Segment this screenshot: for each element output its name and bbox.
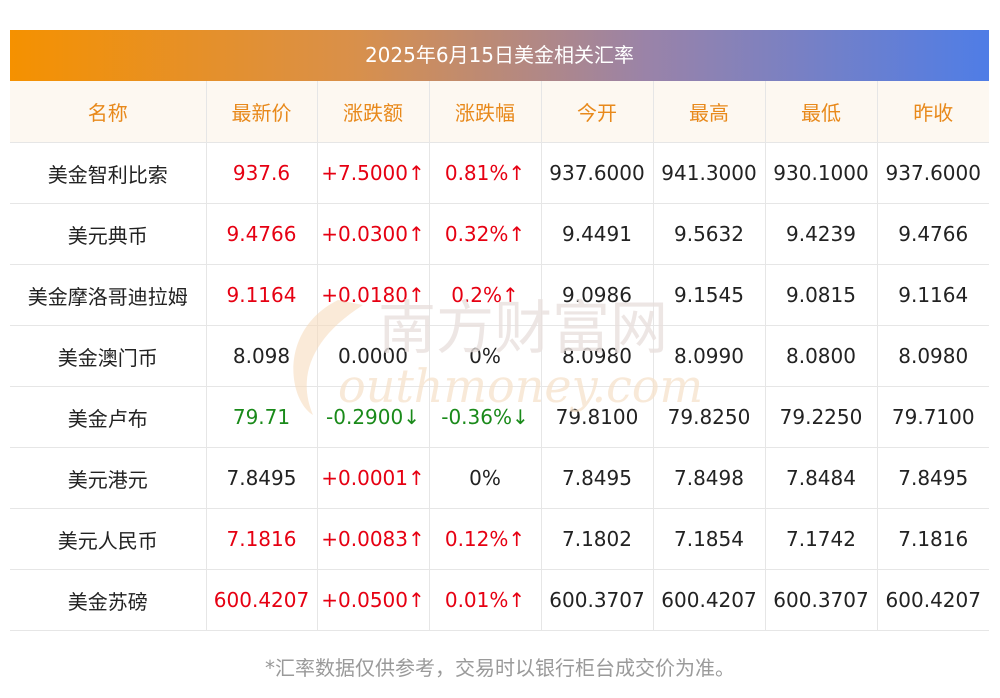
cell-prev: 9.4766 <box>877 203 989 265</box>
cell-prev: 8.0980 <box>877 325 989 387</box>
col-header-change: 涨跌额 <box>317 81 430 143</box>
cell-prev: 7.1816 <box>877 508 989 570</box>
cell-change: -0.2900↓ <box>317 386 430 448</box>
cell-name: 美金苏磅 <box>10 569 207 631</box>
cell-latest: 9.4766 <box>206 203 318 265</box>
cell-open: 9.0986 <box>541 264 654 326</box>
cell-latest: 8.098 <box>206 325 318 387</box>
cell-high: 9.1545 <box>653 264 766 326</box>
table-row: 美金澳门币 8.098 0.0000 0% 8.0980 8.0990 8.0800 8.09… <box>10 325 989 387</box>
cell-high: 7.8498 <box>653 447 766 509</box>
cell-latest: 7.8495 <box>206 447 318 509</box>
cell-latest: 600.4207 <box>206 569 318 631</box>
cell-high: 79.8250 <box>653 386 766 448</box>
cell-high: 7.1854 <box>653 508 766 570</box>
cell-prev: 9.1164 <box>877 264 989 326</box>
cell-change: +7.5000↑ <box>317 142 430 204</box>
col-header-open: 今开 <box>541 81 654 143</box>
cell-latest: 7.1816 <box>206 508 318 570</box>
cell-prev: 79.7100 <box>877 386 989 448</box>
cell-low: 79.2250 <box>765 386 878 448</box>
col-header-latest: 最新价 <box>206 81 318 143</box>
cell-low: 9.4239 <box>765 203 878 265</box>
cell-prev: 7.8495 <box>877 447 989 509</box>
cell-pct: 0.01%↑ <box>429 569 542 631</box>
col-header-name: 名称 <box>10 81 207 143</box>
cell-name: 美元港元 <box>10 447 207 509</box>
cell-low: 9.0815 <box>765 264 878 326</box>
cell-pct: 0.32%↑ <box>429 203 542 265</box>
cell-latest: 79.71 <box>206 386 318 448</box>
table-row: 美元港元 7.8495 +0.0001↑ 0% 7.8495 7.8498 7.8484 7.… <box>10 447 989 509</box>
cell-pct: 0.2%↑ <box>429 264 542 326</box>
cell-change: +0.0500↑ <box>317 569 430 631</box>
table-row: 美元人民币 7.1816 +0.0083↑ 0.12%↑ 7.1802 7.1854 7.1… <box>10 508 989 570</box>
cell-open: 7.8495 <box>541 447 654 509</box>
cell-name: 美金澳门币 <box>10 325 207 387</box>
cell-high: 941.3000 <box>653 142 766 204</box>
cell-latest: 9.1164 <box>206 264 318 326</box>
cell-change: +0.0180↑ <box>317 264 430 326</box>
cell-pct: 0% <box>429 325 542 387</box>
cell-open: 7.1802 <box>541 508 654 570</box>
cell-change: +0.0300↑ <box>317 203 430 265</box>
rate-panel: 2025年6月15日美金相关汇率 名称 最新价 涨跌额 涨跌幅 今开 最高 最低… <box>10 30 989 631</box>
cell-name: 美元人民币 <box>10 508 207 570</box>
table-header-row: 名称 最新价 涨跌额 涨跌幅 今开 最高 最低 昨收 <box>10 81 989 143</box>
table-row: 美元典币 9.4766 +0.0300↑ 0.32%↑ 9.4491 9.5632 9.42… <box>10 203 989 265</box>
cell-pct: -0.36%↓ <box>429 386 542 448</box>
col-header-low: 最低 <box>765 81 878 143</box>
cell-change: +0.0001↑ <box>317 447 430 509</box>
cell-prev: 937.6000 <box>877 142 989 204</box>
table-row: 美金摩洛哥迪拉姆 9.1164 +0.0180↑ 0.2%↑ 9.0986 9.1545 9… <box>10 264 989 326</box>
col-header-high: 最高 <box>653 81 766 143</box>
cell-high: 9.5632 <box>653 203 766 265</box>
cell-prev: 600.4207 <box>877 569 989 631</box>
table-row: 美金卢布 79.71 -0.2900↓ -0.36%↓ 79.8100 79.8250 79… <box>10 386 989 448</box>
col-header-prev: 昨收 <box>877 81 989 143</box>
cell-name: 美金智利比索 <box>10 142 207 204</box>
footnote: *汇率数据仅供参考，交易时以银行柜台成交价为准。 <box>265 656 735 680</box>
cell-low: 8.0800 <box>765 325 878 387</box>
cell-open: 937.6000 <box>541 142 654 204</box>
cell-open: 8.0980 <box>541 325 654 387</box>
cell-open: 600.3707 <box>541 569 654 631</box>
cell-low: 930.1000 <box>765 142 878 204</box>
cell-open: 9.4491 <box>541 203 654 265</box>
cell-name: 美金卢布 <box>10 386 207 448</box>
cell-open: 79.8100 <box>541 386 654 448</box>
cell-change: +0.0083↑ <box>317 508 430 570</box>
cell-pct: 0% <box>429 447 542 509</box>
cell-low: 7.8484 <box>765 447 878 509</box>
cell-change: 0.0000 <box>317 325 430 387</box>
rates-table: 名称 最新价 涨跌额 涨跌幅 今开 最高 最低 昨收 美金智利比索 937.6 +7… <box>10 81 989 631</box>
table-row: 美金智利比索 937.6 +7.5000↑ 0.81%↑ 937.6000 941.300… <box>10 142 989 204</box>
page-title: 2025年6月15日美金相关汇率 <box>10 30 989 81</box>
cell-name: 美元典币 <box>10 203 207 265</box>
cell-high: 8.0990 <box>653 325 766 387</box>
cell-pct: 0.81%↑ <box>429 142 542 204</box>
cell-low: 7.1742 <box>765 508 878 570</box>
table-row: 美金苏磅 600.4207 +0.0500↑ 0.01%↑ 600.3707 600.42… <box>10 569 989 631</box>
cell-high: 600.4207 <box>653 569 766 631</box>
cell-name: 美金摩洛哥迪拉姆 <box>10 264 207 326</box>
cell-latest: 937.6 <box>206 142 318 204</box>
cell-low: 600.3707 <box>765 569 878 631</box>
col-header-pct: 涨跌幅 <box>429 81 542 143</box>
cell-pct: 0.12%↑ <box>429 508 542 570</box>
